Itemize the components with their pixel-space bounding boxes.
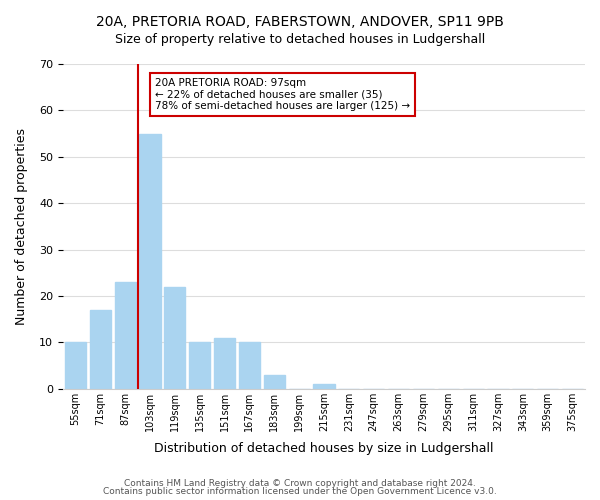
Y-axis label: Number of detached properties: Number of detached properties [15,128,28,325]
Bar [164,286,185,388]
Bar [214,338,235,388]
Text: Contains public sector information licensed under the Open Government Licence v3: Contains public sector information licen… [103,487,497,496]
Bar [313,384,335,388]
Bar [139,134,161,388]
Bar [89,310,111,388]
Text: Size of property relative to detached houses in Ludgershall: Size of property relative to detached ho… [115,32,485,46]
Text: 20A PRETORIA ROAD: 97sqm
← 22% of detached houses are smaller (35)
78% of semi-d: 20A PRETORIA ROAD: 97sqm ← 22% of detach… [155,78,410,111]
Bar [189,342,210,388]
Text: 20A, PRETORIA ROAD, FABERSTOWN, ANDOVER, SP11 9PB: 20A, PRETORIA ROAD, FABERSTOWN, ANDOVER,… [96,15,504,29]
Bar [239,342,260,388]
Bar [263,375,285,388]
Bar [65,342,86,388]
Text: Contains HM Land Registry data © Crown copyright and database right 2024.: Contains HM Land Registry data © Crown c… [124,478,476,488]
X-axis label: Distribution of detached houses by size in Ludgershall: Distribution of detached houses by size … [154,442,494,455]
Bar [115,282,136,389]
